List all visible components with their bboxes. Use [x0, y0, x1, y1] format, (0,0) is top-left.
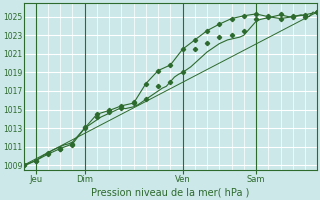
X-axis label: Pression niveau de la mer( hPa ): Pression niveau de la mer( hPa ): [91, 187, 250, 197]
